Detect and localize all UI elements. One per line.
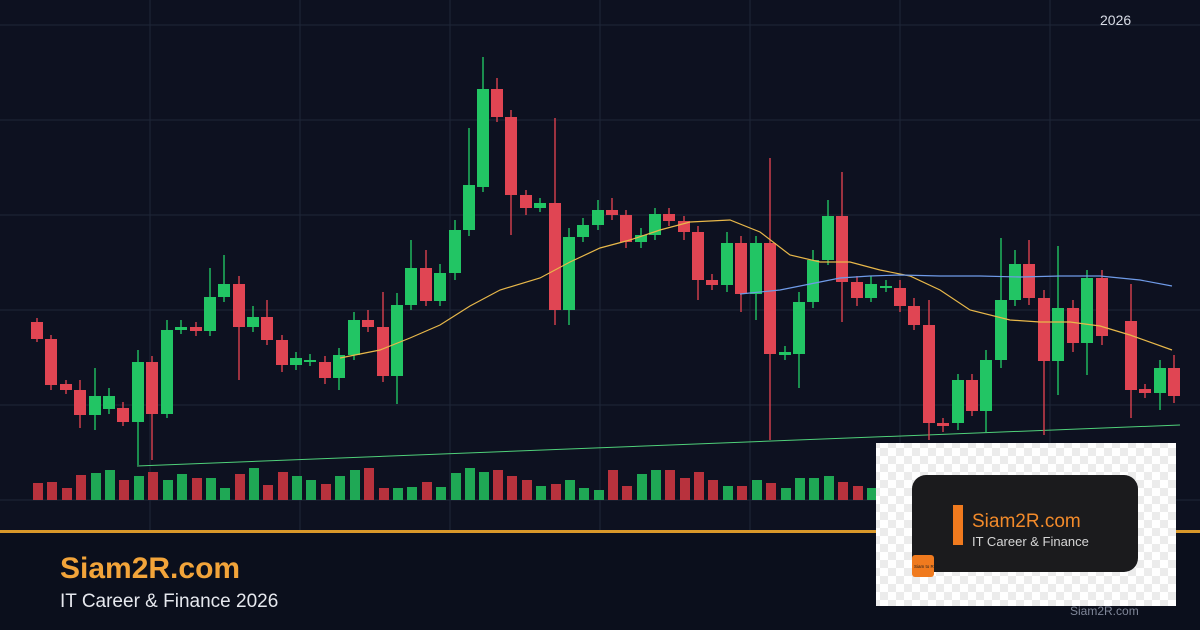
card-icon: [912, 555, 934, 577]
moving-average-fast: [339, 219, 1173, 359]
card-accent: [953, 505, 963, 545]
brand-tagline: IT Career & Finance 2026: [60, 591, 278, 612]
footer-text: Siam2R.com: [1070, 604, 1139, 618]
brand-name: Siam2R.com: [60, 552, 240, 585]
thumbnail: Siam2R.com IT Career & Finance Siam to R…: [876, 443, 1176, 606]
candle-bodies: [31, 89, 1180, 426]
year-label: 2026: [1100, 12, 1131, 28]
divider: [0, 530, 1200, 533]
card-name: Siam2R.com: [972, 511, 1081, 532]
trend-line: [136, 424, 1181, 467]
moving-average-slow: [739, 274, 1173, 295]
volume-bars: [33, 468, 877, 500]
card-tagline: IT Career & Finance: [972, 534, 1089, 549]
card: [912, 475, 1138, 572]
card-icon-text: Siam to Rich: [914, 564, 940, 569]
